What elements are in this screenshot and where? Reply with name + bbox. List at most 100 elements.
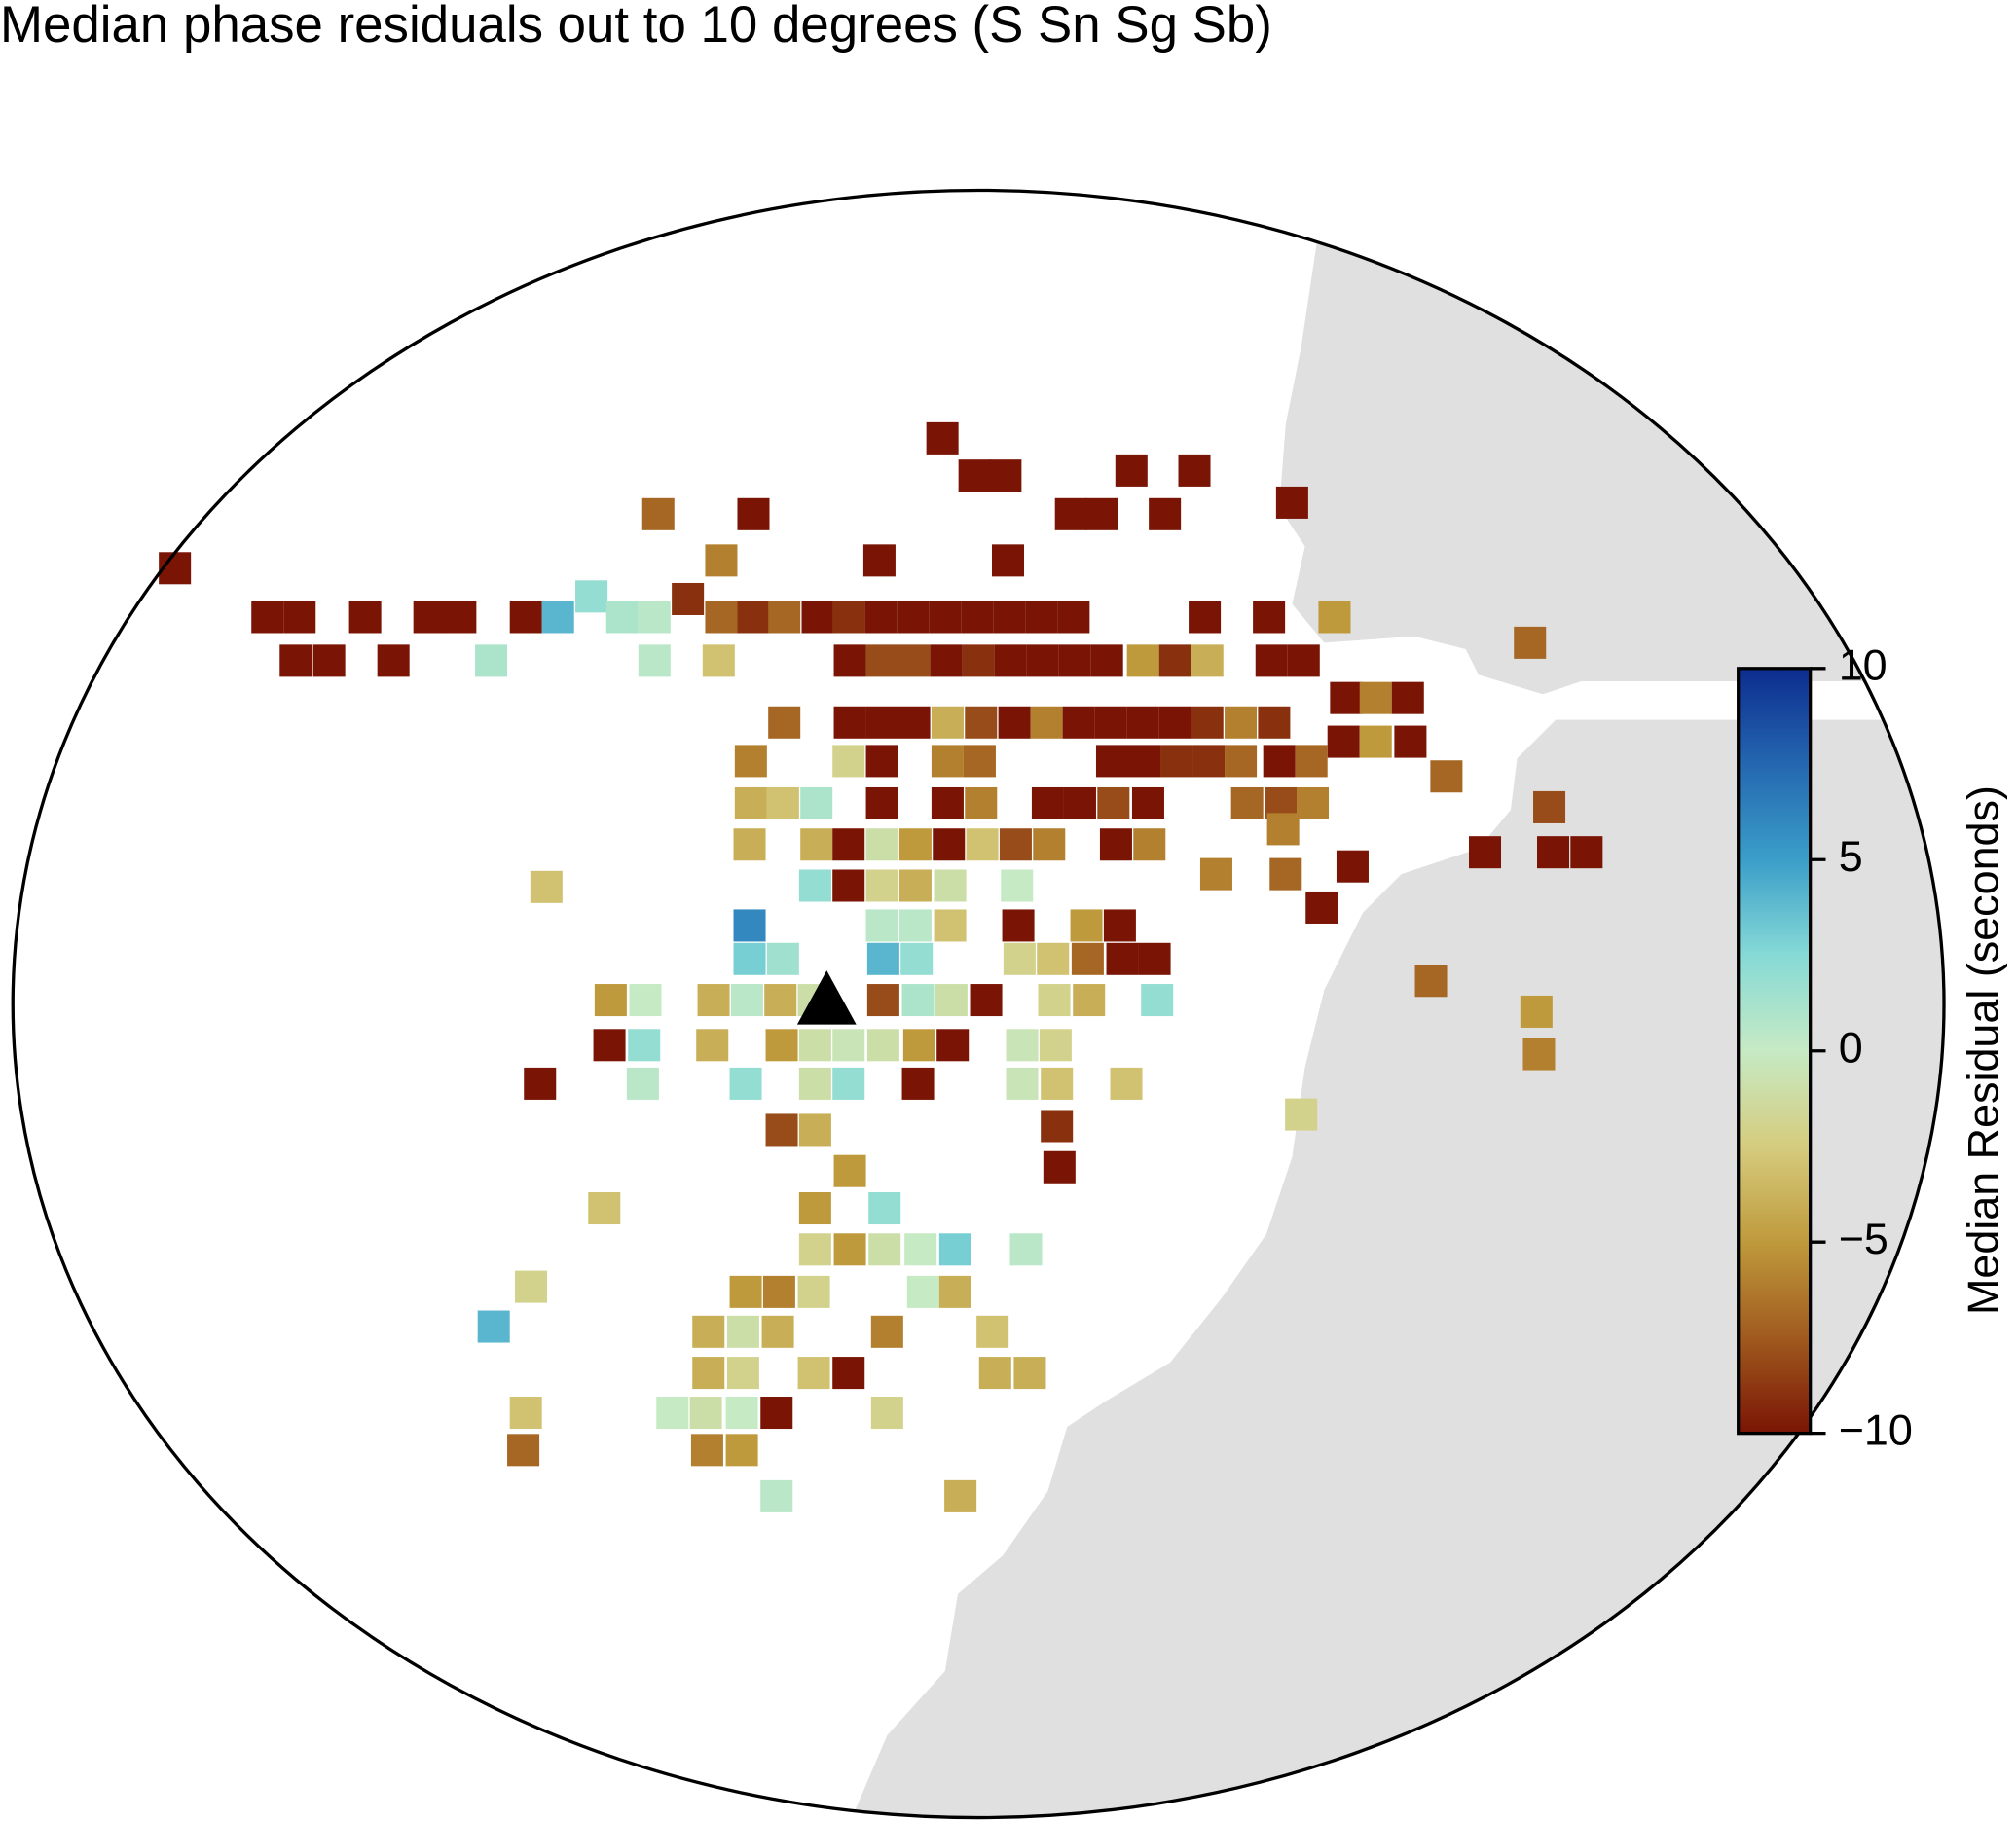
residual-cell — [696, 1029, 729, 1062]
residual-cell — [575, 580, 608, 613]
residual-cell — [1026, 644, 1059, 677]
residual-cell — [1003, 942, 1036, 975]
residual-cell — [377, 644, 410, 677]
residual-cell — [832, 1067, 865, 1100]
residual-cell — [1430, 760, 1463, 793]
residual-cell — [1514, 626, 1547, 659]
residual-cell — [1149, 497, 1182, 530]
residual-cell — [283, 601, 316, 634]
residual-cell — [1043, 1150, 1076, 1184]
residual-cell — [768, 601, 801, 634]
chart-title: Median phase residuals out to 10 degrees… — [0, 0, 1272, 54]
residual-cell — [1230, 786, 1264, 819]
residual-cell — [1359, 681, 1392, 714]
residual-cell — [1115, 454, 1148, 487]
residual-cell — [1536, 836, 1570, 869]
residual-cell — [1178, 454, 1211, 487]
residual-cell — [1138, 942, 1171, 975]
residual-cell — [865, 909, 898, 942]
residual-cell — [1038, 984, 1071, 1017]
residual-cell — [901, 1067, 935, 1100]
residual-cell — [797, 1357, 830, 1390]
residual-cell — [1468, 836, 1502, 869]
residual-cell — [1031, 786, 1064, 819]
residual-cell — [690, 1434, 723, 1467]
residual-cell — [1160, 745, 1193, 778]
residual-cell — [641, 497, 675, 530]
residual-cell — [901, 984, 935, 1017]
residual-cell — [733, 909, 766, 942]
residual-cell — [1062, 706, 1095, 739]
residual-cell — [1191, 706, 1224, 739]
residual-cell — [865, 786, 898, 819]
residual-cell — [962, 644, 995, 677]
residual-cell — [764, 984, 797, 1017]
residual-cell — [1025, 601, 1058, 634]
residual-cell — [1041, 1067, 1074, 1100]
residual-cell — [934, 869, 967, 902]
residual-cell — [1275, 486, 1308, 519]
residual-cell — [936, 1029, 970, 1062]
residual-cell — [692, 1315, 725, 1348]
residual-cell — [868, 1233, 901, 1266]
residual-cell — [348, 601, 382, 634]
residual-cell — [697, 984, 730, 1017]
residual-cell — [1330, 681, 1363, 714]
residual-cell — [934, 909, 967, 942]
residual-cell — [514, 1270, 548, 1303]
residual-cell — [833, 706, 866, 739]
colorbar-label: Median Residual (seconds) — [1958, 785, 2007, 1315]
residual-cell — [766, 786, 799, 819]
residual-cell — [798, 1233, 831, 1266]
residual-cell — [929, 601, 962, 634]
residual-cell — [1058, 644, 1091, 677]
residual-cell — [944, 1479, 977, 1512]
residual-cell — [864, 601, 898, 634]
residual-cell — [1006, 1067, 1039, 1100]
residual-cell — [475, 644, 508, 677]
residual-cell — [865, 644, 898, 677]
residual-cell — [800, 786, 833, 819]
residual-cell — [1073, 984, 1106, 1017]
residual-cell — [965, 786, 998, 819]
residual-cell — [766, 942, 799, 975]
residual-cell — [1094, 706, 1127, 739]
residual-cell — [866, 1029, 899, 1062]
residual-cell — [966, 828, 999, 861]
residual-cell — [1255, 644, 1288, 677]
residual-cell — [762, 1275, 795, 1308]
residual-cell — [900, 942, 934, 975]
residual-cell — [868, 1192, 901, 1225]
residual-cell — [958, 459, 991, 492]
residual-cell — [1305, 891, 1338, 924]
residual-cell — [970, 984, 1003, 1017]
residual-cell — [413, 601, 446, 634]
residual-cell — [672, 582, 705, 615]
residual-cell — [729, 1275, 762, 1308]
residual-cell — [897, 601, 930, 634]
residual-cell — [904, 1233, 937, 1266]
colorbar-tick-label: 0 — [1839, 1023, 1863, 1073]
residual-cell — [1126, 644, 1159, 677]
residual-cell — [1297, 786, 1330, 819]
residual-cell — [1570, 836, 1603, 869]
residual-cell — [692, 1357, 725, 1390]
residual-cell — [1002, 909, 1035, 942]
residual-cell — [865, 828, 898, 861]
residual-cell — [798, 1192, 831, 1225]
residual-cell — [737, 497, 770, 530]
residual-cell — [507, 1434, 540, 1467]
residual-cell — [1295, 745, 1328, 778]
residual-cell — [1520, 995, 1553, 1028]
residual-cell — [725, 1434, 758, 1467]
residual-cell — [998, 706, 1031, 739]
residual-cell — [705, 544, 738, 577]
residual-cell — [1126, 706, 1159, 739]
residual-cell — [312, 644, 346, 677]
residual-cell — [1001, 869, 1034, 902]
residual-cell — [1127, 745, 1161, 778]
residual-cell — [1133, 828, 1166, 861]
map-boundary — [11, 188, 1946, 1820]
residual-cell — [1037, 942, 1070, 975]
residual-cell — [994, 644, 1027, 677]
